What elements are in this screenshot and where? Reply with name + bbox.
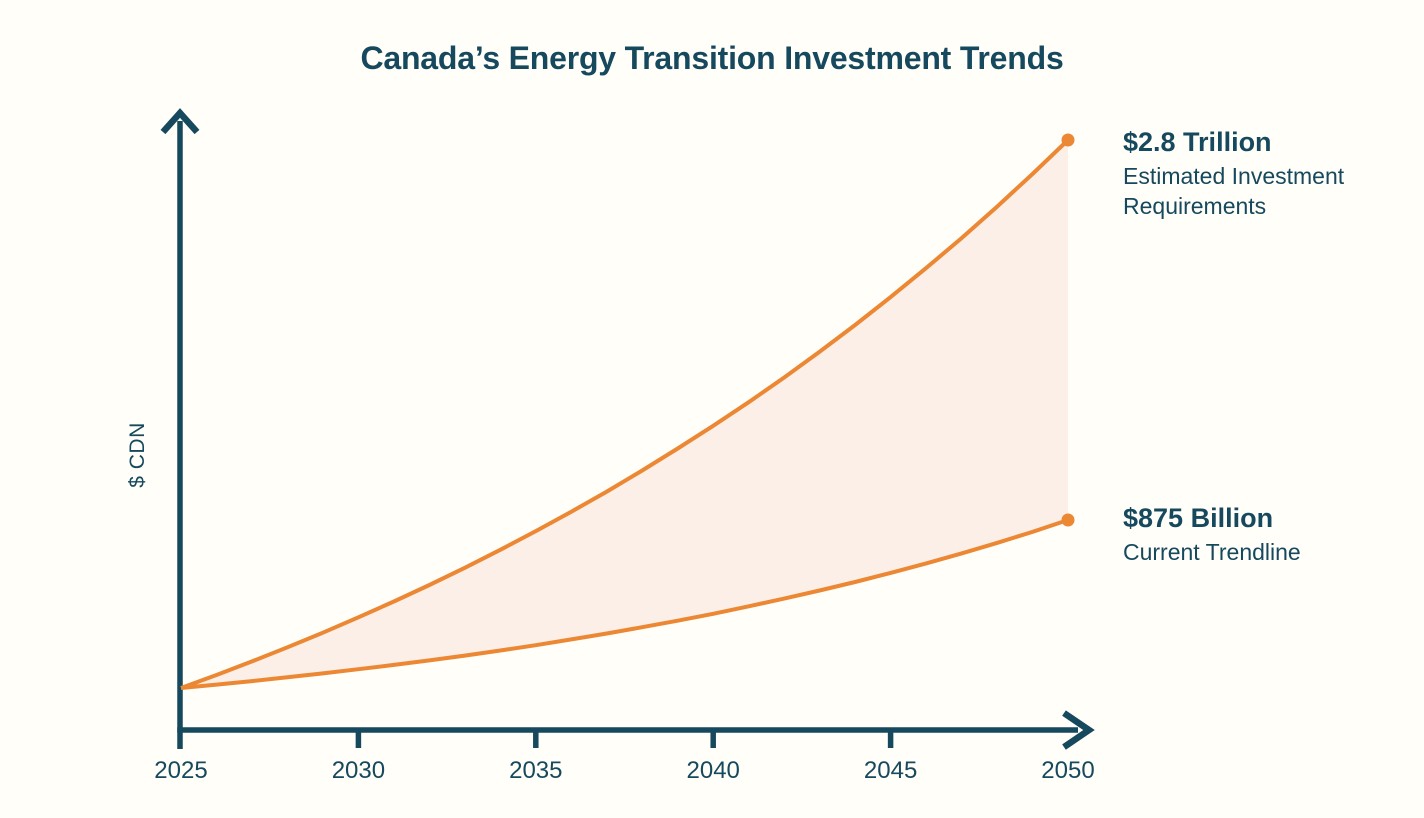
x-tick-label: 2025 bbox=[154, 757, 208, 784]
annotation-lower-value: $875 Billion bbox=[1123, 503, 1274, 533]
x-tick-label: 2030 bbox=[331, 757, 386, 784]
upper-endpoint-dot bbox=[1061, 133, 1075, 147]
lower-curve-line bbox=[180, 518, 1069, 690]
x-tick-label: 2040 bbox=[686, 757, 740, 784]
x-tick-label: 2050 bbox=[1041, 757, 1095, 784]
annotation-upper-value: $2.8 Trillion bbox=[1123, 127, 1272, 157]
annotation-lower-desc: Current Trendline bbox=[1123, 539, 1301, 565]
annotation-upper-desc: Estimated Investment Requirements bbox=[1123, 163, 1345, 219]
x-axis-arrowhead-icon bbox=[1062, 710, 1095, 750]
x-tick-label: 2045 bbox=[863, 757, 918, 784]
lower-endpoint-dot bbox=[1061, 513, 1075, 527]
annotation-upper: $2.8 Trillion Estimated Investment Requi… bbox=[1123, 126, 1381, 221]
upper-curve-line bbox=[180, 138, 1070, 690]
y-axis-label: $ CDN bbox=[126, 422, 149, 488]
chart-title: Canada’s Energy Transition Investment Tr… bbox=[360, 40, 1064, 76]
y-axis-arrowhead-icon bbox=[160, 108, 200, 135]
band-area bbox=[181, 140, 1068, 688]
annotation-lower: $875 Billion Current Trendline bbox=[1123, 502, 1381, 567]
x-tick-label: 2035 bbox=[509, 757, 563, 784]
